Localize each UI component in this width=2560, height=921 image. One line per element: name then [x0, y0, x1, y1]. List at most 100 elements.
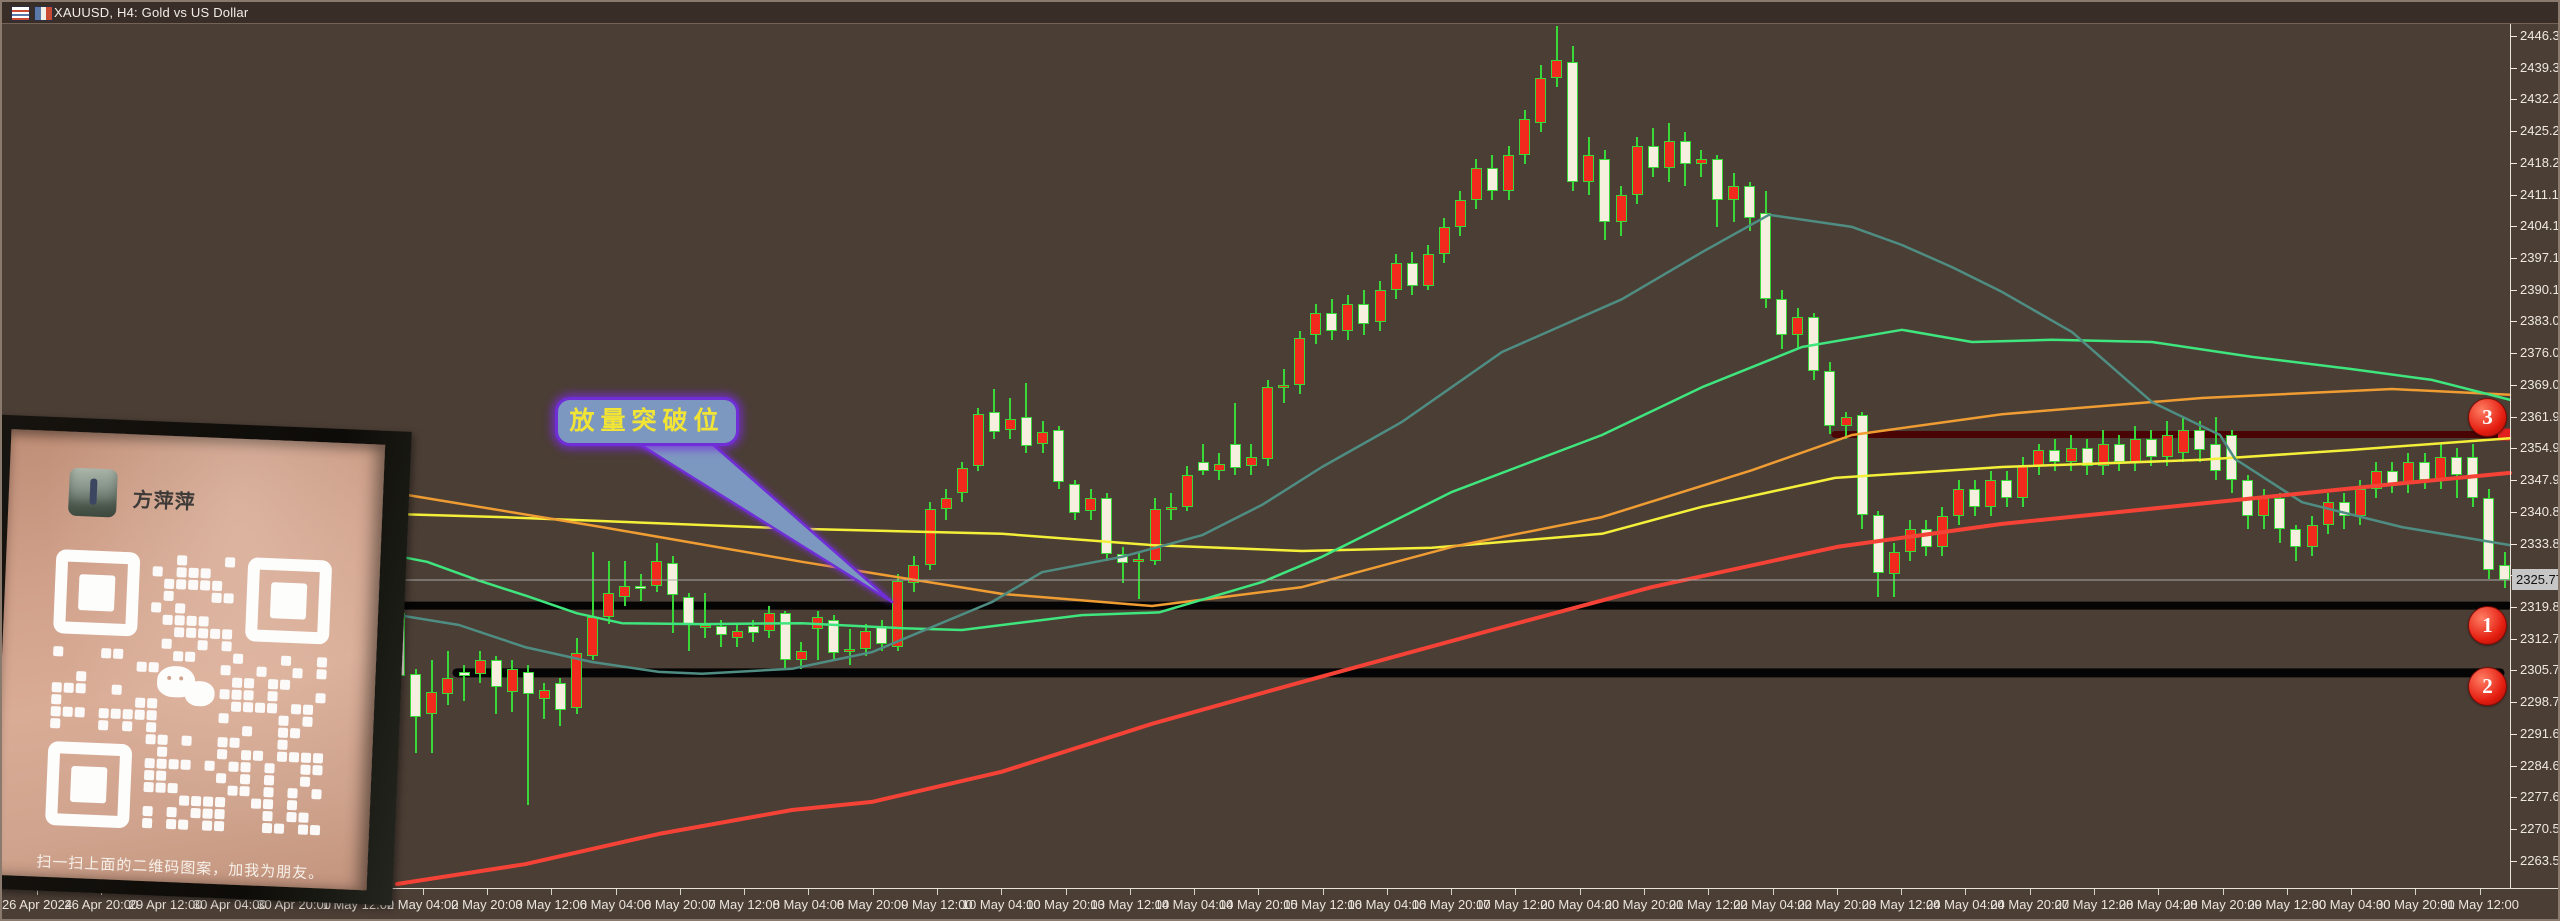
candle-wick: [1009, 398, 1012, 439]
candle-bull: [1551, 60, 1563, 79]
template-icon[interactable]: [34, 6, 53, 21]
time-label: 30 Apr 04:00: [192, 897, 267, 912]
time-tick: [1644, 889, 1645, 895]
price-tick: [2510, 226, 2517, 228]
candle-bear: [1711, 159, 1723, 200]
time-tick: [551, 889, 553, 895]
qr-module: [286, 811, 297, 823]
price-tick: [2510, 448, 2517, 450]
price-tick: [2510, 258, 2517, 259]
ma-teal-line: [2, 213, 2512, 675]
time-label: 24 May 20:00: [1990, 897, 2070, 912]
qr-photo: 方萍萍 扫一扫上面的二维码图案，加我为朋友。: [2, 429, 386, 891]
qr-module: [315, 693, 326, 704]
candle-wick: [527, 664, 530, 805]
qr-module: [185, 627, 197, 639]
current-price-tag: 2325.77: [2512, 569, 2558, 590]
qr-module: [163, 590, 174, 602]
price-tick: [2510, 702, 2517, 704]
candle-bull: [1438, 226, 1450, 254]
qr-module: [74, 707, 85, 718]
qr-module: [136, 661, 147, 672]
qr-module: [199, 580, 211, 591]
price-tick: [2510, 99, 2517, 101]
qr-module: [166, 806, 177, 818]
candle-bull: [1470, 168, 1482, 200]
time-label: 28 May 20:00: [2183, 897, 2262, 912]
candle-bear: [1020, 416, 1032, 446]
qr-module: [231, 689, 242, 700]
time-tick: [1901, 889, 1903, 895]
price-label: 2397.13: [2520, 250, 2560, 265]
qr-module: [263, 775, 275, 786]
level-badge-2[interactable]: 2: [2468, 667, 2507, 707]
time-tick: [2029, 889, 2031, 895]
qr-module: [243, 678, 255, 689]
time-tick: [1258, 889, 1260, 895]
level-badge-1[interactable]: 1: [2468, 605, 2507, 645]
time-label: 20 May 04:00: [1540, 897, 1620, 912]
qr-module: [76, 671, 87, 682]
qr-module: [312, 753, 324, 764]
qr-module: [267, 691, 278, 702]
candle-bull: [1535, 78, 1547, 124]
candle-bear: [1101, 497, 1113, 555]
candle-bull: [892, 581, 904, 647]
qr-module: [298, 812, 309, 823]
qr-module: [167, 782, 178, 794]
price-tick: [2510, 35, 2517, 37]
price-label: 2319.80: [2520, 598, 2560, 614]
candle-bear: [635, 585, 647, 589]
time-label: 3 May 12:00: [515, 897, 587, 912]
level-badge-3[interactable]: 3: [2468, 398, 2507, 438]
time-tick: [808, 889, 810, 895]
time-tick: [936, 889, 938, 895]
qr-module: [176, 567, 187, 578]
candle-bear: [747, 626, 759, 634]
candle-bear: [2001, 479, 2013, 498]
qr-module: [309, 824, 321, 836]
time-label: 22 May 04:00: [1733, 897, 1812, 912]
price-tick: [2510, 543, 2517, 545]
price-tick: [2510, 67, 2517, 69]
candle-bear: [2451, 457, 2463, 476]
time-label: 27 May 12:00: [2054, 897, 2134, 912]
candle-bull: [1262, 387, 1273, 460]
price-tick: [2510, 131, 2517, 132]
time-label: 8 May 04:00: [772, 897, 845, 912]
candle-bull: [1663, 141, 1675, 169]
window-title-bar[interactable]: XAUUSD, H4: Gold vs US Dollar: [2, 2, 2558, 24]
annotation-arrow[interactable]: [634, 440, 894, 604]
candle-bull: [2370, 470, 2382, 489]
candle-bear: [1920, 529, 1932, 548]
price-tick: [2510, 480, 2517, 481]
qr-module: [150, 602, 162, 613]
qr-module: [198, 616, 209, 627]
price-label: 2305.74: [2520, 662, 2560, 678]
candle-bear: [1599, 159, 1611, 223]
time-label: 2 May 04:00: [386, 897, 459, 912]
time-tick: [2094, 889, 2095, 895]
candle-bear: [1197, 461, 1209, 471]
qr-photo-overlay: 方萍萍 扫一扫上面的二维码图案，加我为朋友。: [2, 414, 412, 906]
chart-list-icon[interactable]: [11, 6, 30, 21]
qr-module: [51, 682, 62, 693]
candle-bull: [1149, 509, 1161, 561]
qr-module: [174, 603, 186, 614]
time-tick: [744, 889, 746, 895]
candle-bull: [1342, 303, 1354, 331]
candle-bear: [1776, 299, 1788, 336]
qr-module: [143, 769, 155, 781]
qr-module: [197, 640, 208, 651]
qr-module: [134, 697, 146, 708]
annotation-bubble[interactable]: 放量突破位: [555, 397, 739, 446]
time-label: 15 May 12:00: [1283, 897, 1362, 912]
candle-bull: [1888, 551, 1900, 575]
price-label: 2354.95: [2520, 440, 2560, 456]
time-label: 20 May 20:00: [1604, 897, 1684, 912]
candle-bear: [522, 671, 534, 695]
candle-bull: [1181, 475, 1193, 507]
candle-bear: [1567, 62, 1579, 182]
candle-bull: [619, 585, 631, 597]
time-tick: [872, 889, 874, 895]
